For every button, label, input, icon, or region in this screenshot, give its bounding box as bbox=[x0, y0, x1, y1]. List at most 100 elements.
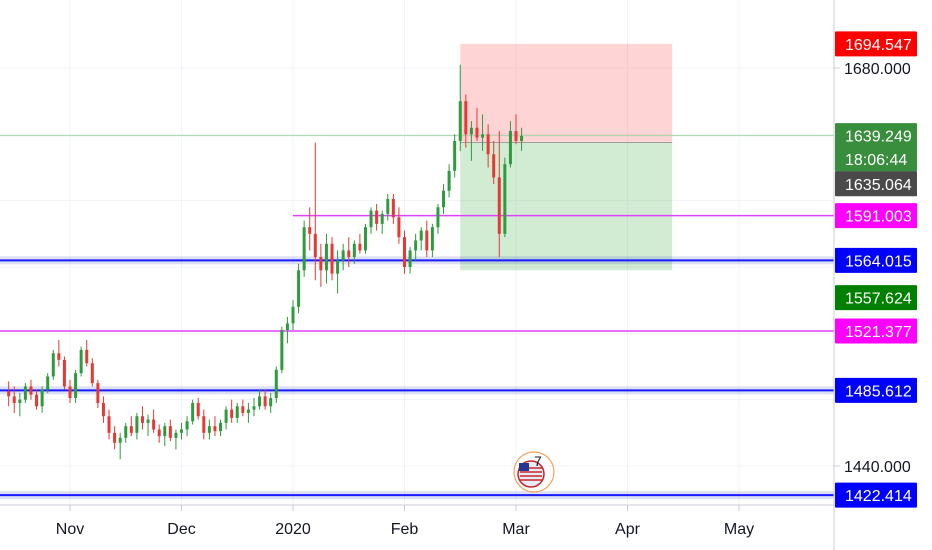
candle-body bbox=[347, 250, 351, 258]
candle-body bbox=[191, 402, 195, 422]
candle-body bbox=[453, 140, 457, 171]
candle-body bbox=[492, 154, 496, 178]
candle-body bbox=[241, 406, 245, 413]
candle-body bbox=[40, 389, 44, 407]
candle-body bbox=[313, 233, 317, 258]
candle-body bbox=[29, 386, 33, 395]
candle-body bbox=[68, 386, 72, 399]
candle-body bbox=[503, 164, 507, 234]
price-tag-stop bbox=[835, 31, 917, 57]
price-tag-label: 18:06:44 bbox=[845, 152, 907, 169]
candle-body bbox=[96, 383, 100, 403]
price-tag-label: 1422.414 bbox=[845, 488, 912, 505]
price-tag-blue-1485 bbox=[835, 377, 917, 403]
badge-count: 7 bbox=[534, 453, 542, 469]
candle-body bbox=[85, 349, 89, 364]
candle-body bbox=[230, 409, 234, 418]
candle-body bbox=[297, 270, 301, 307]
price-tag-label: 1564.015 bbox=[845, 253, 912, 270]
candle-body bbox=[447, 170, 451, 191]
y-tick-label: 1680.000 bbox=[844, 61, 911, 78]
candle-body bbox=[352, 243, 356, 258]
badge-ring bbox=[513, 451, 555, 493]
candle-body bbox=[12, 396, 16, 403]
candle-body bbox=[274, 369, 278, 399]
candle-body bbox=[464, 101, 468, 135]
x-tick-label: 2020 bbox=[275, 521, 311, 538]
candle-body bbox=[285, 323, 289, 331]
candle-body bbox=[51, 353, 55, 377]
stop-loss-zone[interactable] bbox=[460, 43, 673, 143]
price-tag-label: 1485.612 bbox=[845, 383, 912, 400]
candle-body bbox=[252, 406, 256, 410]
candle-body bbox=[180, 429, 183, 433]
price-tag-label: 1521.377 bbox=[845, 324, 912, 341]
candle-body bbox=[101, 402, 105, 417]
candle-body bbox=[481, 134, 485, 138]
price-tag-entry bbox=[835, 171, 917, 197]
candle-body bbox=[436, 207, 440, 228]
candle-body bbox=[263, 396, 267, 407]
candle-body bbox=[152, 419, 156, 430]
take-profit-zone[interactable] bbox=[460, 142, 673, 271]
candle-body bbox=[246, 409, 250, 413]
horizontal-lines[interactable] bbox=[0, 135, 834, 500]
price-tag-green-1557 bbox=[835, 285, 917, 311]
candle-body bbox=[258, 396, 262, 407]
price-tag-label: 1639.249 bbox=[845, 129, 912, 146]
candle-body bbox=[497, 177, 501, 234]
candle-body bbox=[341, 250, 345, 261]
candle-body bbox=[397, 217, 401, 238]
x-tick-label: Nov bbox=[56, 521, 84, 538]
candle-body bbox=[7, 391, 11, 397]
time-scale-ticks: Nov Dec 2020 Feb Mar Apr May bbox=[56, 505, 754, 538]
candle-body bbox=[369, 210, 373, 228]
price-tag-magenta-1591 bbox=[835, 203, 917, 229]
candle-body bbox=[319, 257, 323, 271]
candle-body bbox=[79, 349, 83, 374]
candle-body bbox=[62, 359, 66, 387]
candle-body bbox=[135, 416, 139, 433]
grid bbox=[0, 0, 834, 505]
price-tags: 1694.547 1639.249 18:06:44 1635.064 1591.003… bbox=[835, 31, 917, 508]
candle-body bbox=[291, 306, 295, 324]
price-tag-magenta-1521 bbox=[835, 318, 917, 344]
candle-body bbox=[18, 399, 22, 403]
price-scale-ticks: 1680.000 1440.000 bbox=[834, 61, 911, 476]
candle-body bbox=[163, 426, 167, 437]
candle-body bbox=[380, 213, 384, 224]
candle-body bbox=[174, 432, 178, 438]
candle-body bbox=[269, 398, 273, 407]
candle-body bbox=[185, 421, 189, 430]
candle-body bbox=[196, 402, 200, 417]
candle-body bbox=[442, 190, 446, 208]
x-tick-label: May bbox=[724, 521, 754, 538]
candles bbox=[7, 64, 524, 460]
candle-body bbox=[375, 210, 379, 224]
candle-body bbox=[90, 363, 94, 384]
position-tool[interactable] bbox=[460, 43, 673, 271]
candle-body bbox=[414, 240, 418, 251]
candle-body bbox=[146, 419, 150, 423]
price-tag-label: 1557.624 bbox=[845, 291, 912, 308]
candle-body bbox=[403, 237, 406, 267]
price-scale[interactable] bbox=[834, 0, 932, 550]
price-tag-current bbox=[835, 123, 917, 149]
candle-body bbox=[235, 406, 239, 418]
candle-body bbox=[74, 373, 78, 399]
candle-body bbox=[458, 101, 462, 141]
candle-body bbox=[280, 330, 284, 370]
candle-body bbox=[430, 227, 434, 251]
candle-body bbox=[118, 437, 122, 443]
price-tag-label: 1694.547 bbox=[845, 37, 912, 54]
candle-body bbox=[107, 416, 111, 433]
price-tag-countdown bbox=[835, 146, 917, 172]
economic-events-badge[interactable]: 7 bbox=[513, 451, 555, 493]
candle-body bbox=[324, 243, 328, 271]
price-tag-blue-1422 bbox=[835, 482, 917, 508]
candle-body bbox=[514, 131, 518, 141]
price-tag-blue-1564 bbox=[835, 247, 917, 273]
x-tick-label: Mar bbox=[502, 521, 530, 538]
